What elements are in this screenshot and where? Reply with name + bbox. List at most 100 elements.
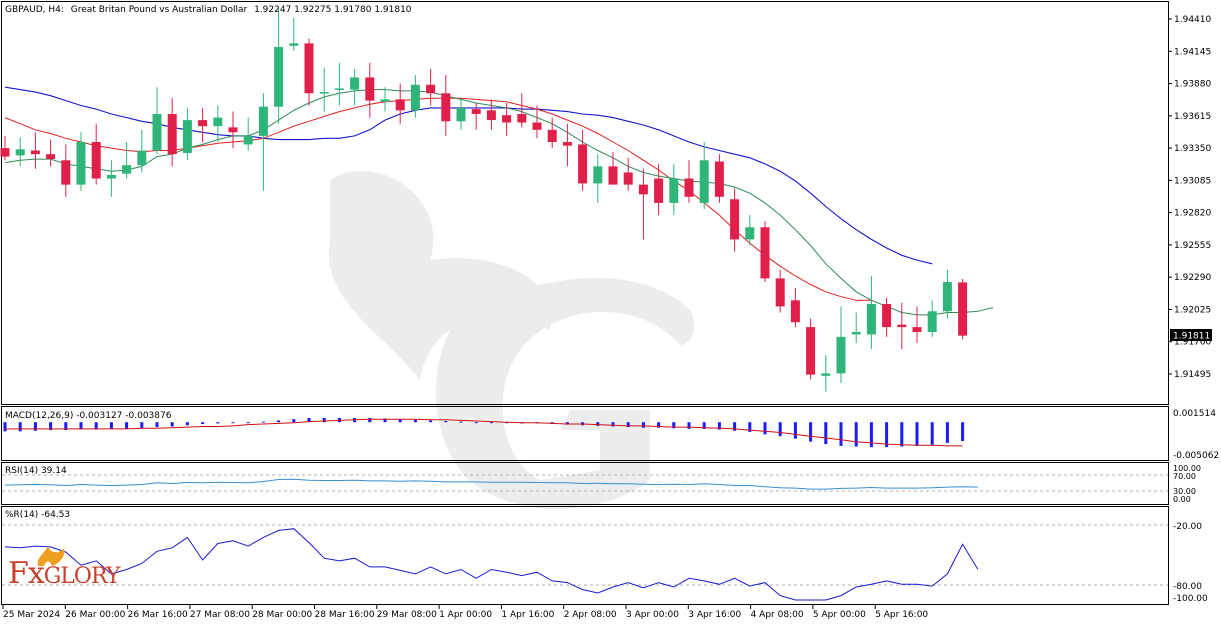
candle-body	[395, 99, 405, 111]
macd-bar	[459, 421, 463, 423]
macd-bar	[170, 422, 174, 427]
wr-label: %R(14) -64.53	[5, 510, 71, 520]
candle	[198, 107, 208, 143]
candle-body	[517, 113, 527, 123]
macd-bar	[444, 420, 448, 423]
macd-bar	[231, 422, 235, 424]
price-tick-label: 1.93350	[1174, 144, 1211, 154]
macd-bar	[930, 422, 934, 445]
macd-bar	[94, 422, 98, 430]
macd-bar	[702, 422, 706, 429]
macd-bar	[626, 422, 630, 428]
macd-bar	[900, 422, 904, 447]
macd-bar	[125, 422, 129, 429]
macd-signal-line	[5, 418, 963, 447]
candle-body	[912, 327, 922, 332]
candle	[836, 306, 846, 384]
candle	[851, 312, 861, 343]
time-tick-label: 27 Mar 08:00	[190, 610, 250, 620]
candle-body	[760, 227, 770, 279]
candle-body	[137, 150, 147, 166]
price-tick-label: 1.92820	[1174, 209, 1211, 219]
candle-body	[182, 120, 192, 153]
price-tick-label: 1.93880	[1174, 80, 1211, 90]
macd-bar	[733, 422, 737, 431]
chart-header: GBPAUD, H4: Great Britan Pound vs Austra…	[5, 5, 412, 15]
macd-bar	[322, 417, 326, 423]
price-tick-label: 1.92025	[1174, 305, 1211, 315]
candle-body	[410, 84, 420, 111]
candle	[106, 160, 116, 197]
chart-ohlc: 1.92247 1.92275 1.91780 1.91810	[254, 5, 412, 15]
price-tick-label: 1.93085	[1174, 176, 1211, 186]
macd-bar	[945, 422, 949, 443]
wr-tick-100: -100.00	[1173, 594, 1208, 604]
candle-body	[745, 227, 755, 240]
candle-body	[91, 142, 101, 179]
candle-body	[350, 77, 360, 90]
candle-body	[502, 115, 512, 123]
candle	[152, 87, 162, 155]
candle	[426, 68, 436, 106]
candle	[441, 75, 451, 136]
price-tick-label: 1.94410	[1174, 15, 1211, 25]
candle	[578, 129, 588, 191]
candle-body	[851, 331, 861, 335]
rsi-label: RSI(14) 39.14	[5, 466, 67, 476]
candle-body	[897, 324, 907, 328]
candle	[0, 135, 10, 161]
candle-body	[927, 311, 937, 332]
macd-bar	[839, 422, 843, 446]
candle-body	[958, 282, 968, 336]
macd-bar	[748, 422, 752, 432]
candle	[486, 99, 496, 130]
candle	[471, 103, 481, 130]
candle-body	[365, 77, 375, 101]
candle	[699, 142, 709, 209]
candle-body	[76, 142, 86, 185]
candle-body	[654, 178, 664, 203]
time-tick-label: 28 Mar 16:00	[315, 610, 375, 620]
time-tick-label: 1 Apr 16:00	[501, 610, 554, 620]
macd-plot	[3, 417, 965, 448]
chart-description: Great Britan Pound vs Australian Dollar	[70, 5, 248, 15]
macd-bar	[3, 422, 7, 432]
candle	[790, 288, 800, 328]
macd-bar	[641, 422, 645, 428]
time-axis: 25 Mar 2024 26 Mar 00:00 26 Mar 16:00 27 Ma…	[2, 605, 928, 620]
candle	[456, 99, 466, 130]
macd-tick-bottom: -0.005062	[1173, 451, 1219, 461]
candle-body	[334, 88, 344, 90]
candle-body	[669, 178, 679, 203]
candle-body	[228, 127, 238, 133]
candle-body	[152, 113, 162, 151]
wr-tick-80: -80.00	[1173, 582, 1202, 592]
price-tick-label: 1.94145	[1174, 47, 1211, 57]
candle	[882, 297, 892, 337]
candle-body	[274, 47, 284, 107]
candle-body	[213, 117, 223, 127]
macd-bar	[824, 422, 828, 445]
candle	[167, 98, 177, 167]
candle	[213, 105, 223, 143]
candle-body	[106, 174, 116, 179]
macd-bar	[64, 422, 68, 431]
candle	[61, 144, 71, 197]
candle-body	[380, 99, 390, 102]
candle	[821, 355, 831, 392]
candle-body	[942, 282, 952, 312]
candle-body	[593, 166, 603, 184]
macd-bar	[717, 422, 721, 430]
candle	[502, 103, 512, 136]
macd-bar	[383, 418, 387, 423]
candle	[912, 306, 922, 343]
rsi-line	[4, 478, 978, 490]
candle	[395, 83, 405, 124]
candle	[806, 318, 816, 380]
candle	[532, 105, 542, 139]
macd-bar	[854, 422, 858, 447]
candle-body	[866, 303, 876, 335]
candle-body	[258, 106, 268, 136]
price-axis: 1.94410 1.94145 1.93880 1.93615 1.93350 1.930…	[1168, 15, 1211, 380]
